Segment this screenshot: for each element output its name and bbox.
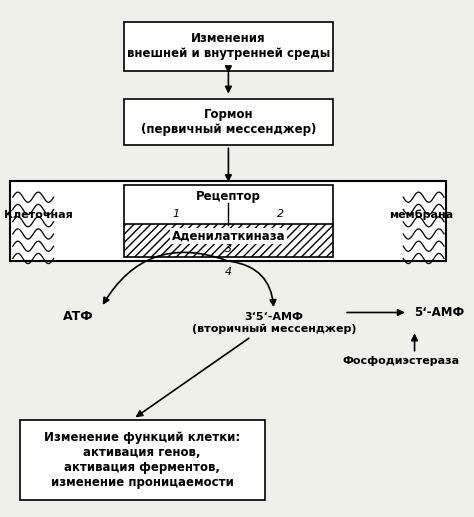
FancyBboxPatch shape [10, 181, 447, 261]
Text: Аденилаткиназа: Аденилаткиназа [172, 229, 285, 242]
Text: Фосфодиэстераза: Фосфодиэстераза [342, 356, 459, 367]
Text: 2: 2 [277, 209, 284, 219]
Text: Рецептор: Рецептор [196, 190, 261, 204]
FancyBboxPatch shape [124, 224, 333, 257]
Text: Клеточная: Клеточная [4, 210, 73, 220]
Text: 1: 1 [173, 209, 180, 219]
Text: 3‘5‘-АМФ
(вторичный мессенджер): 3‘5‘-АМФ (вторичный мессенджер) [191, 312, 356, 333]
FancyBboxPatch shape [19, 420, 264, 500]
Text: Изменения
внешней и внутренней среды: Изменения внешней и внутренней среды [127, 33, 330, 60]
FancyBboxPatch shape [124, 185, 333, 225]
Text: 3: 3 [225, 244, 232, 254]
FancyBboxPatch shape [124, 99, 333, 145]
Text: 4: 4 [225, 267, 232, 277]
Text: АТФ: АТФ [63, 310, 94, 323]
FancyBboxPatch shape [124, 22, 333, 71]
Text: Гормон
(первичный мессенджер): Гормон (первичный мессенджер) [141, 108, 316, 136]
Text: 5‘-АМФ: 5‘-АМФ [415, 306, 465, 319]
Text: мембрана: мембрана [389, 210, 453, 220]
Text: Изменение функций клетки:
активация генов,
активация ферментов,
изменение прониц: Изменение функций клетки: активация гено… [44, 431, 240, 489]
